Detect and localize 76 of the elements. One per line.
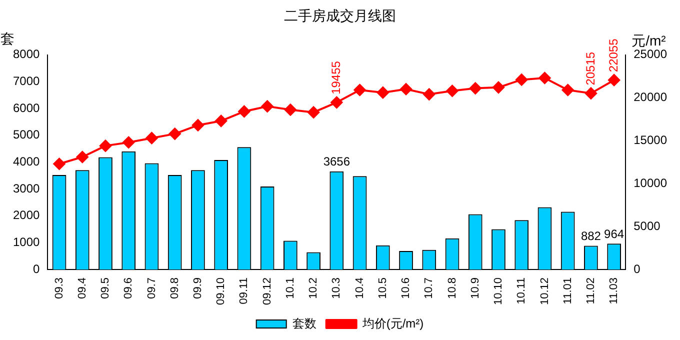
y-tick-label: 0 xyxy=(33,262,40,276)
x-tick-label: 09.3 xyxy=(53,277,66,299)
point xyxy=(238,105,250,118)
point xyxy=(168,128,181,140)
x-tick-label: 09.12 xyxy=(261,277,274,306)
point xyxy=(192,119,204,132)
point xyxy=(608,74,620,86)
data-label: 20515 xyxy=(583,52,598,86)
y-tick-label: 1000 xyxy=(12,234,40,249)
y-tick-label: 7000 xyxy=(12,74,40,88)
y2-tick-label: 15000 xyxy=(634,132,668,147)
x-tick-label: 10.9 xyxy=(469,277,482,299)
point xyxy=(122,136,135,148)
x-tick-label: 09.7 xyxy=(146,277,158,299)
y-tick-label: 8000 xyxy=(12,47,40,62)
y2-axis-title: 元/m² xyxy=(632,32,666,49)
point xyxy=(76,150,88,163)
x-tick-label: 10.2 xyxy=(308,277,320,299)
y-axis-title: 套 xyxy=(0,30,15,47)
point xyxy=(584,87,597,100)
x-tick-label: 10.6 xyxy=(400,277,412,299)
point xyxy=(469,82,482,94)
point xyxy=(562,84,574,96)
point xyxy=(261,100,274,112)
x-tick-label: 09.9 xyxy=(192,277,204,299)
point xyxy=(538,72,551,84)
y-tick-label: 6000 xyxy=(12,100,40,115)
x-tick-label: 11.03 xyxy=(608,277,620,304)
x-tick-label: 09.8 xyxy=(168,277,181,299)
y2-tick-label: 25000 xyxy=(634,47,668,62)
y2-tick-label: 0 xyxy=(634,262,641,276)
x-tick-label: 11.01 xyxy=(562,277,574,304)
point xyxy=(423,88,436,100)
point xyxy=(400,83,412,96)
x-tick-label: 09.4 xyxy=(76,277,88,299)
point xyxy=(376,86,389,99)
data-label: 964 xyxy=(604,226,624,241)
point xyxy=(146,132,158,144)
chart-title: 二手房成交月线图 xyxy=(284,7,396,24)
point xyxy=(284,104,296,116)
point xyxy=(330,96,343,108)
x-tick-label: 10.12 xyxy=(538,277,551,306)
x-tick-label: 10.5 xyxy=(376,277,389,299)
legend-label: 均价(元/m²) xyxy=(361,316,424,330)
point xyxy=(53,158,66,170)
point xyxy=(215,114,228,127)
point xyxy=(99,140,112,152)
x-tick-label: 09.10 xyxy=(215,277,228,306)
data-label: 3656 xyxy=(323,154,350,169)
y-tick-label: 3000 xyxy=(12,181,40,196)
legend-label: 套数 xyxy=(292,316,316,330)
y2-tick-label: 20000 xyxy=(634,90,668,104)
x-tick-label: 11.02 xyxy=(584,277,597,304)
data-label: 19455 xyxy=(328,60,343,94)
data-label: 22055 xyxy=(606,38,620,72)
x-tick-label: 10.7 xyxy=(423,277,436,299)
x-tick-label: 09.6 xyxy=(122,277,135,299)
x-tick-label: 10.3 xyxy=(330,277,343,299)
point xyxy=(354,84,366,96)
y-tick-label: 2000 xyxy=(12,208,40,222)
y-tick-label: 5000 xyxy=(12,128,40,142)
x-tick-label: 09.5 xyxy=(100,277,112,299)
point xyxy=(446,84,458,97)
x-tick-label: 10.11 xyxy=(516,277,528,304)
point xyxy=(516,74,528,86)
y2-tick-label: 10000 xyxy=(634,176,668,190)
point xyxy=(308,106,320,118)
x-tick-label: 09.11 xyxy=(238,277,250,304)
y-tick-label: 4000 xyxy=(12,154,40,168)
y2-tick-label: 5000 xyxy=(634,218,661,233)
x-tick-label: 10.4 xyxy=(354,277,366,299)
data-label: 882 xyxy=(580,229,602,244)
point xyxy=(492,81,504,94)
x-tick-label: 10.10 xyxy=(492,277,505,306)
x-tick-label: 10.8 xyxy=(446,277,458,299)
x-tick-label: 10.1 xyxy=(284,277,296,299)
